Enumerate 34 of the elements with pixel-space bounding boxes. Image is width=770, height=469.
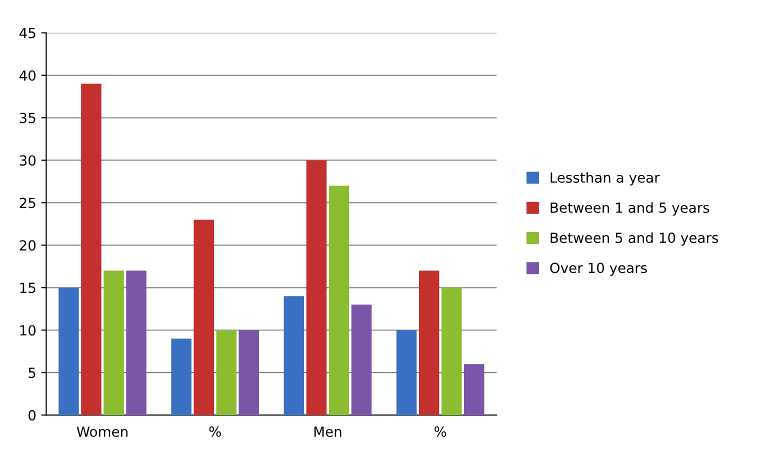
- y-tick-label: 45: [19, 28, 36, 38]
- y-tick-label: 5: [28, 368, 36, 378]
- legend-label: Over 10 years: [550, 262, 647, 276]
- bar: [306, 160, 327, 416]
- y-tick-label: 0: [28, 410, 36, 421]
- bar: [126, 270, 146, 416]
- bar: [328, 186, 350, 416]
- bar: [104, 270, 124, 416]
- x-tick-label: %: [209, 426, 221, 437]
- x-tick-label: %: [434, 426, 446, 437]
- bar: [216, 330, 237, 416]
- bar: [396, 330, 417, 416]
- legend-label: Between 1 and 5 years: [550, 202, 710, 216]
- bar: [81, 84, 102, 416]
- bar: [238, 330, 260, 416]
- y-tick-label: 30: [20, 155, 36, 166]
- bar: [284, 296, 304, 416]
- bar: [58, 288, 79, 416]
- bar: [194, 220, 214, 416]
- bar: [351, 304, 372, 416]
- bar: [171, 338, 192, 416]
- y-tick-label: 10: [20, 325, 36, 336]
- bar: [464, 364, 484, 416]
- x-tick-label: Women: [76, 426, 128, 437]
- y-tick-label: 20: [20, 240, 36, 251]
- bar: [418, 270, 440, 416]
- legend-label: Between 5 and 10 years: [550, 232, 718, 246]
- y-tick-label: 35: [20, 112, 36, 124]
- legend-label: Lessthan a year: [550, 172, 660, 186]
- bar: [441, 288, 462, 416]
- y-tick-label: 40: [19, 70, 36, 81]
- y-tick-label: 25: [20, 198, 36, 208]
- x-tick-label: Men: [314, 426, 342, 437]
- y-tick-label: 15: [20, 282, 36, 294]
